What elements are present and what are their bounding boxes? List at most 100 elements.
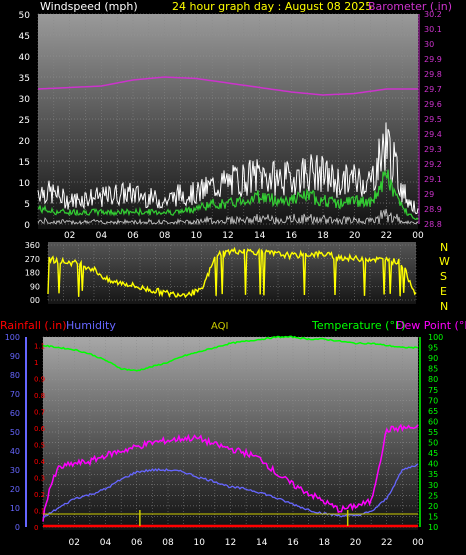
barometer-label: Barometer (.in) (368, 0, 452, 13)
dewpoint-line (42, 423, 419, 522)
wind-ytick-9: 45 (19, 32, 30, 42)
dir-ytick-3: 270 (25, 255, 40, 264)
temp-ytick-3: 25 (428, 491, 438, 500)
series-layer (37, 76, 419, 528)
rain-ytick-9: 0.9 (34, 375, 45, 383)
temp-ytick-4: 30 (428, 481, 438, 490)
dir-ytick-1: 90 (30, 282, 40, 291)
wind-xtick-7: 16 (286, 231, 298, 241)
baro-ytick-9: 29.7 (424, 85, 442, 94)
rain-ytick-10: 1 (34, 359, 38, 367)
lower-xtick-6: 14 (256, 538, 268, 548)
temp-ytick-0: 10 (428, 523, 438, 532)
barometer-line (37, 76, 418, 96)
dir-ytick-4: 360 (25, 241, 40, 250)
hum-ytick-6: 60 (10, 409, 20, 418)
temperature-label: Temperature (°F) (311, 319, 406, 332)
temp-ytick-2: 20 (428, 502, 438, 511)
hum-ytick-3: 30 (10, 466, 20, 475)
rain-ytick-3: 0.3 (34, 474, 45, 482)
lower-xtick-7: 16 (287, 538, 299, 548)
lower-xtick-10: 22 (381, 538, 392, 548)
temp-ytick-17: 95 (428, 344, 438, 353)
wind-xtick-10: 22 (381, 231, 392, 241)
temp-ytick-11: 65 (428, 407, 438, 416)
lower-xtick-3: 08 (162, 538, 174, 548)
dewpoint-label: Dew Point (°F) (396, 319, 466, 332)
temp-ytick-1: 15 (428, 512, 438, 521)
baro-ytick-4: 29.2 (424, 160, 442, 169)
rain-ytick-6: 0.6 (34, 425, 46, 433)
compass-n-bottom: N (440, 300, 448, 313)
lower-xtick-8: 18 (319, 538, 331, 548)
compass-w: W (439, 255, 450, 268)
hum-ytick-10: 100 (5, 333, 20, 342)
baro-ytick-13: 30.1 (424, 25, 442, 34)
wind-ytick-5: 25 (19, 116, 30, 126)
hum-ytick-7: 70 (10, 390, 20, 399)
baro-ytick-3: 29.1 (424, 175, 442, 184)
windspeed-label: Windspeed (mph) (40, 0, 138, 13)
baro-ytick-10: 29.8 (424, 70, 442, 79)
rainfall-label: Rainfall (.in) (0, 319, 67, 332)
rain-ytick-4: 0.4 (34, 458, 46, 466)
rain-ytick-1: 0.1 (34, 507, 45, 515)
wind-xtick-3: 08 (159, 231, 171, 241)
humidity-label: Humidity (66, 319, 116, 332)
hum-ytick-9: 90 (10, 352, 20, 361)
wind-xtick-8: 18 (317, 231, 329, 241)
humidity-line (42, 463, 419, 518)
baro-ytick-1: 28.9 (424, 205, 442, 214)
lower-xtick-11: 00 (412, 538, 424, 548)
lower-xtick-5: 12 (225, 538, 236, 548)
temp-ytick-6: 40 (428, 460, 438, 469)
wind-xtick-5: 12 (222, 231, 233, 241)
temp-ytick-5: 35 (428, 470, 438, 479)
temp-ytick-15: 85 (428, 365, 438, 374)
wind-ytick-8: 40 (19, 53, 31, 63)
baro-ytick-8: 29.6 (424, 100, 442, 109)
wind-ytick-10: 50 (19, 11, 31, 21)
baro-ytick-12: 30 (424, 40, 434, 49)
rain-ytick-5: 0.5 (34, 441, 45, 449)
temp-ytick-13: 75 (428, 386, 438, 395)
temp-ytick-10: 60 (428, 417, 438, 426)
temp-ytick-16: 90 (428, 354, 438, 363)
temp-ytick-9: 55 (428, 428, 438, 437)
wind-avg-line (37, 169, 419, 221)
wind-xtick-4: 10 (191, 231, 203, 241)
temp-ytick-12: 70 (428, 396, 438, 405)
compass-n-top: N (440, 241, 448, 254)
axis-layer: 0510152025303540455028.828.92929.129.229… (5, 10, 444, 548)
wind-ytick-2: 10 (19, 179, 31, 189)
wind-panel-bg (38, 14, 418, 229)
baro-ytick-0: 28.8 (424, 220, 442, 229)
rain-ytick-2: 0.2 (34, 491, 45, 499)
lower-xtick-0: 02 (69, 538, 80, 548)
wind-xtick-11: 00 (412, 231, 424, 241)
temp-ytick-14: 80 (428, 375, 438, 384)
wind-ytick-3: 15 (19, 158, 30, 168)
temp-ytick-18: 100 (428, 333, 443, 342)
rain-ytick-7: 0.7 (34, 408, 45, 416)
hum-ytick-4: 40 (10, 447, 20, 456)
wind-xtick-2: 06 (127, 231, 139, 241)
wind-direction-line (47, 246, 417, 299)
lower-xtick-2: 06 (131, 538, 143, 548)
hum-ytick-8: 80 (10, 371, 20, 380)
wind-xtick-9: 20 (349, 231, 361, 241)
temp-ytick-7: 45 (428, 449, 438, 458)
baro-ytick-14: 30.2 (424, 10, 442, 19)
rain-ytick-0: 0 (34, 524, 38, 532)
chart-title: 24 hour graph day : August 08 2025 (172, 0, 372, 13)
dir-ytick-2: 180 (25, 269, 40, 278)
wind-ytick-0: 0 (24, 221, 30, 231)
wind-xtick-0: 02 (64, 231, 75, 241)
wind-xtick-1: 04 (96, 231, 108, 241)
wind-xtick-6: 14 (254, 231, 266, 241)
temperature-line (42, 335, 419, 372)
lower-xtick-9: 20 (350, 538, 362, 548)
lower-xtick-4: 10 (194, 538, 206, 548)
hum-ytick-2: 20 (10, 485, 20, 494)
